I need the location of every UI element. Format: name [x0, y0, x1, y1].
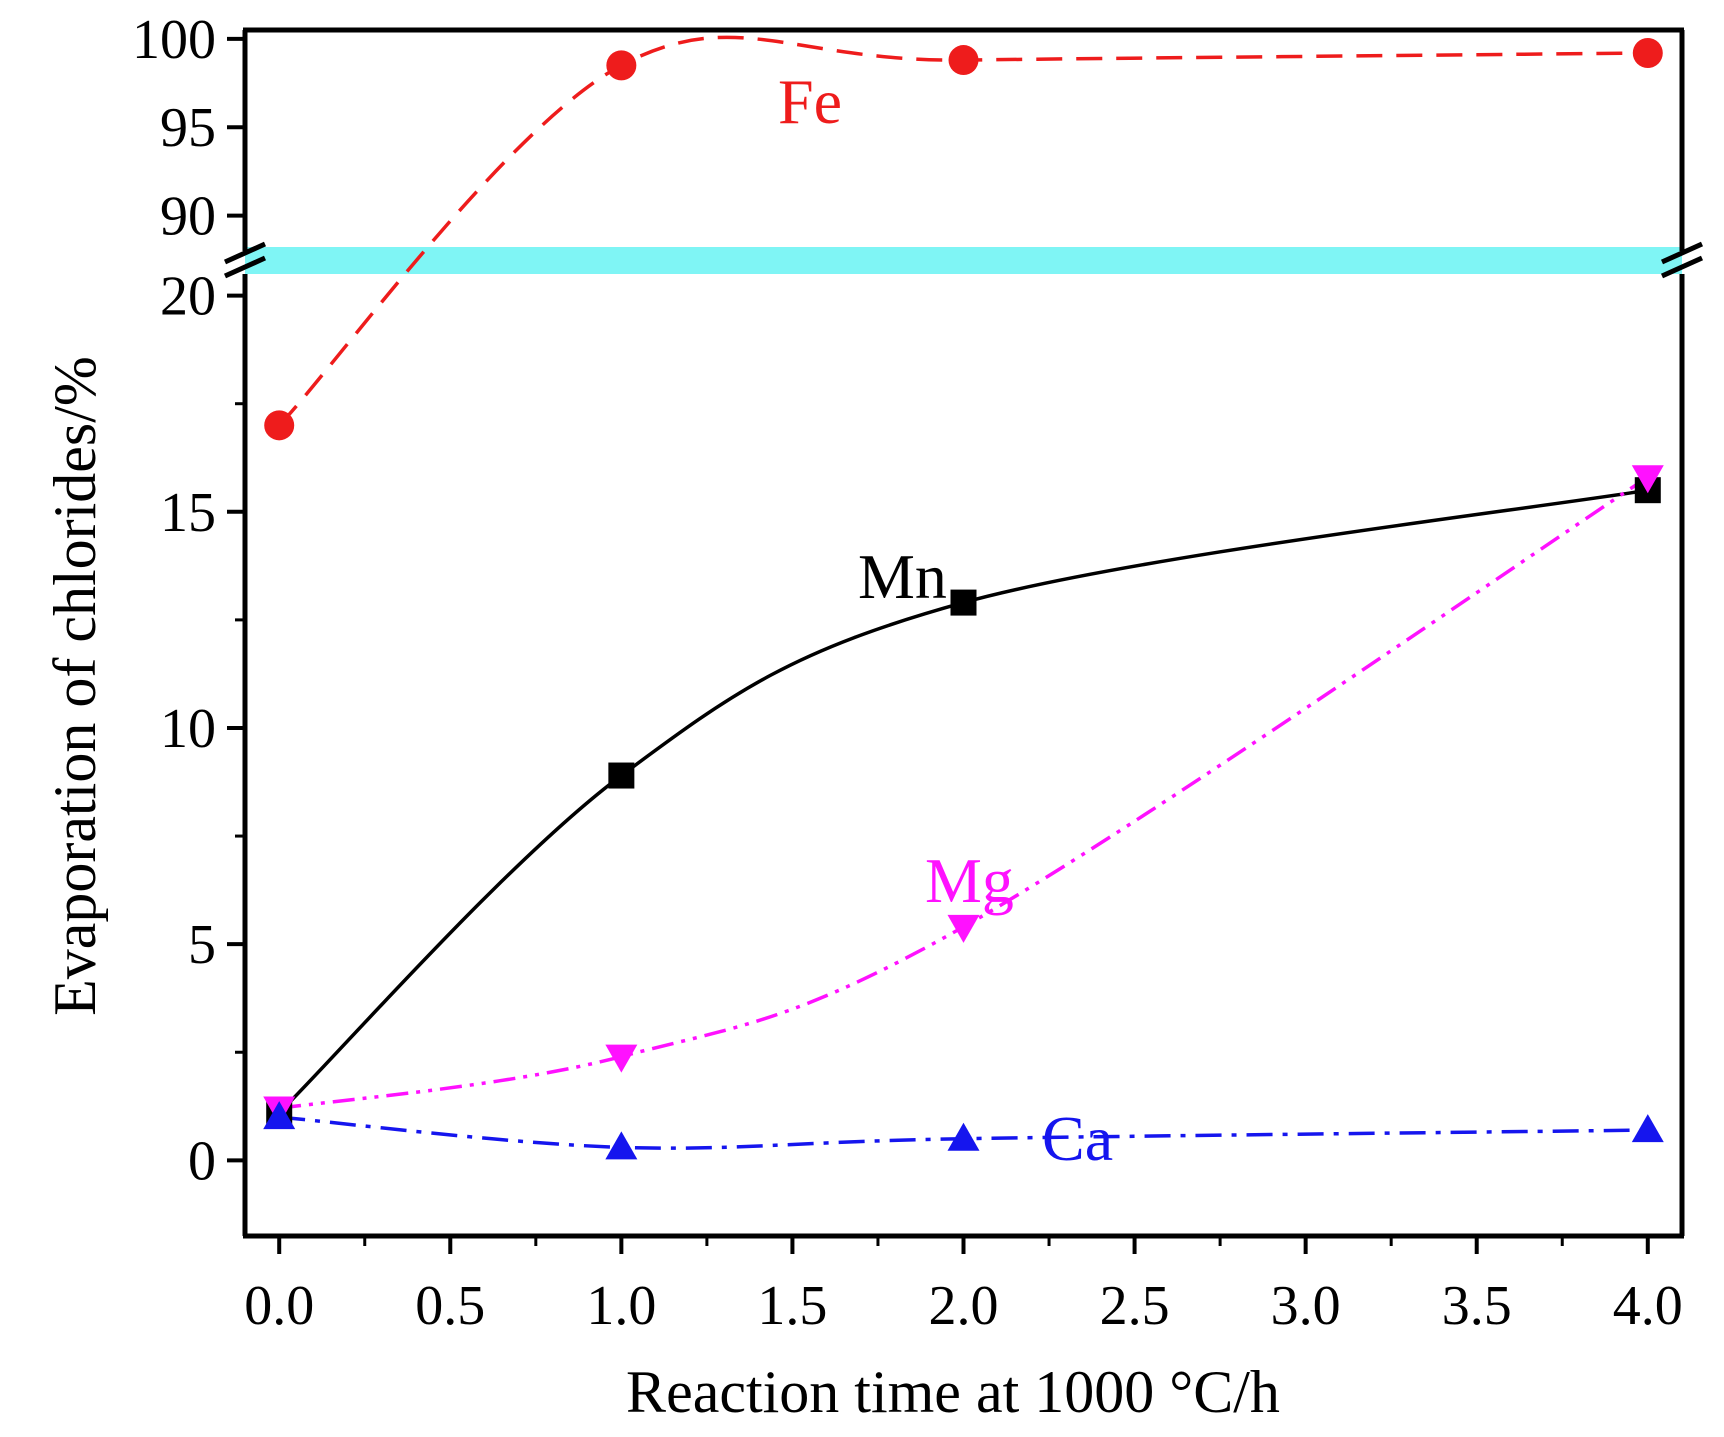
data-point-fe	[606, 50, 637, 81]
x-tick-label: 2.5	[1100, 1275, 1170, 1337]
series-label-mg: Mg	[925, 845, 1014, 916]
y-tick-label: 100	[132, 9, 216, 71]
series-lines	[277, 35, 1649, 1150]
x-tick-label: 0.0	[244, 1275, 314, 1337]
data-point-mg	[947, 914, 980, 943]
x-tick-label: 3.0	[1271, 1275, 1341, 1337]
data-point-ca	[605, 1131, 638, 1160]
x-tick-label: 3.5	[1442, 1275, 1512, 1337]
data-point-fe	[1632, 37, 1663, 68]
y-tick-label: 10	[160, 698, 216, 760]
x-axis-title: Reaction time at 1000 °C/h	[626, 1359, 1280, 1425]
series-line-mn	[277, 488, 1649, 1115]
data-point-ca	[263, 1101, 296, 1130]
y-tick-label: 95	[160, 97, 216, 159]
axis-break-mark-left	[223, 241, 267, 279]
x-tick-label: 4.0	[1613, 1275, 1683, 1337]
y-tick-label: 15	[160, 482, 216, 544]
y-axis-title: Evaporation of chlorides/%	[42, 356, 108, 1016]
data-point-mg	[605, 1044, 638, 1073]
data-point-mg	[1631, 465, 1664, 494]
x-ticks: 0.0 0.5 1.0 1.5 2.0 2.5 3.0 3.5 4.0	[244, 1236, 1683, 1337]
data-point-ca	[947, 1122, 980, 1151]
axis-break-mark-right	[1660, 241, 1704, 279]
series-label-ca: Ca	[1042, 1103, 1113, 1174]
series-line-mg	[278, 475, 1649, 1111]
data-point-ca	[1631, 1114, 1664, 1143]
x-tick-label: 2.0	[929, 1275, 999, 1337]
data-point-mn	[950, 589, 977, 616]
y-tick-label: 5	[188, 914, 216, 976]
series-line-ca	[279, 1115, 1648, 1150]
series-label-mn: Mn	[858, 541, 947, 612]
break-band	[245, 247, 1682, 274]
y-ticks: 0 5 10 15 20 90 95 100	[132, 9, 245, 1192]
series-label-fe: Fe	[778, 66, 842, 137]
x-tick-label: 1.0	[586, 1275, 656, 1337]
data-point-fe	[264, 410, 295, 441]
x-tick-label: 0.5	[415, 1275, 485, 1337]
y-tick-label: 90	[160, 186, 216, 248]
y-tick-label: 0	[188, 1130, 216, 1192]
series-markers	[263, 37, 1664, 1160]
x-tick-label: 1.5	[757, 1275, 827, 1337]
data-point-fe	[948, 45, 979, 76]
data-point-mn	[608, 762, 635, 789]
y-tick-label: 20	[160, 266, 216, 328]
series-line-fe	[277, 35, 1648, 427]
plot-frame	[223, 27, 1704, 1239]
